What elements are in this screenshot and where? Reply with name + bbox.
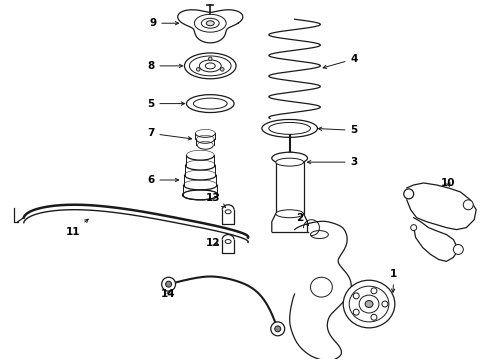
Text: 12: 12 — [206, 238, 220, 248]
Circle shape — [353, 309, 359, 315]
Text: 7: 7 — [147, 129, 192, 140]
Circle shape — [220, 68, 224, 71]
Circle shape — [371, 288, 377, 294]
Text: 4: 4 — [323, 54, 358, 68]
Circle shape — [166, 281, 171, 287]
Ellipse shape — [276, 158, 303, 166]
Circle shape — [208, 57, 212, 61]
Bar — [276, 162, 303, 214]
Circle shape — [382, 301, 388, 307]
Text: 1: 1 — [390, 269, 397, 292]
Text: 8: 8 — [147, 61, 183, 71]
Circle shape — [275, 326, 281, 332]
Circle shape — [464, 200, 473, 210]
Circle shape — [196, 68, 200, 71]
Circle shape — [353, 293, 359, 299]
Text: 10: 10 — [441, 178, 456, 188]
Ellipse shape — [272, 152, 308, 164]
Text: 2: 2 — [296, 213, 309, 225]
Text: 3: 3 — [307, 157, 358, 167]
Circle shape — [404, 189, 414, 199]
Ellipse shape — [359, 295, 379, 313]
Circle shape — [162, 277, 175, 291]
Ellipse shape — [365, 301, 373, 307]
Text: 5: 5 — [318, 125, 358, 135]
Circle shape — [453, 244, 464, 255]
Circle shape — [371, 314, 377, 320]
Ellipse shape — [206, 21, 214, 26]
Text: 14: 14 — [161, 289, 176, 299]
Ellipse shape — [343, 280, 395, 328]
Text: 13: 13 — [206, 193, 225, 207]
Text: 5: 5 — [147, 99, 185, 109]
Circle shape — [411, 225, 416, 231]
Circle shape — [271, 322, 285, 336]
Text: 6: 6 — [147, 175, 179, 185]
Ellipse shape — [349, 286, 389, 322]
Text: 11: 11 — [66, 219, 88, 237]
Text: 9: 9 — [149, 18, 179, 28]
Ellipse shape — [276, 210, 303, 218]
